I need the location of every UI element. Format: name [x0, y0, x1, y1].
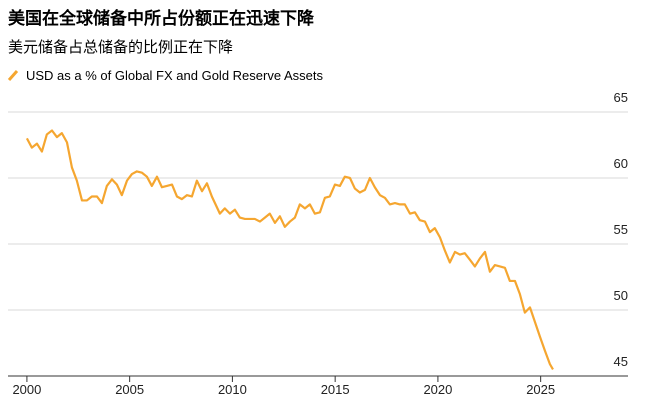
- y-tick-label: 65: [614, 90, 628, 105]
- chart-subtitle: 美元储备占总储备的比例正在下降: [8, 39, 233, 56]
- legend-swatch: [7, 70, 19, 81]
- legend-label: USD as a % of Global FX and Gold Reserve…: [26, 68, 323, 83]
- x-tick-label: 2015: [321, 382, 350, 397]
- x-tick-label: 2010: [218, 382, 247, 397]
- x-tick-label: 2025: [526, 382, 555, 397]
- y-tick-label: 55: [614, 222, 628, 237]
- y-tick-label: 60: [614, 156, 628, 171]
- x-tick-label: 2020: [423, 382, 452, 397]
- data-line: [25, 129, 554, 370]
- chart-title: 美国在全球储备中所占份额正在迅速下降: [8, 8, 315, 28]
- x-tick-label: 2005: [115, 382, 144, 397]
- y-tick-label: 45: [614, 354, 628, 369]
- y-tick-label: 50: [614, 288, 628, 303]
- x-tick-label: 2000: [12, 382, 41, 397]
